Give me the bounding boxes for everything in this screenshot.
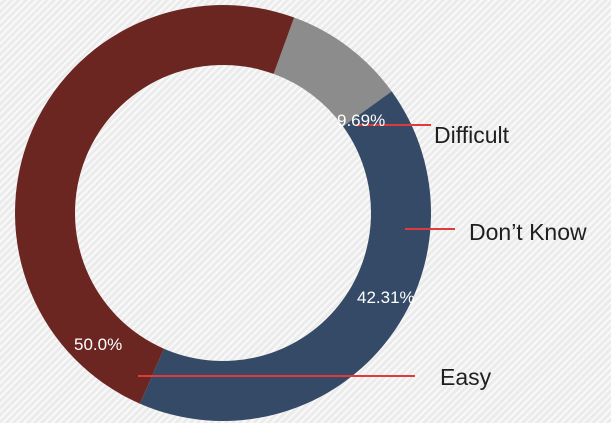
pct-label-difficult: 9.69% [337,111,385,130]
legend-label-difficult: Difficult [434,122,510,148]
pct-label-dont-know: 42.31% [357,288,415,307]
slices-group [14,4,432,422]
legend-label-easy: Easy [440,364,492,390]
slice-easy [14,4,295,404]
leader-lines-group [138,124,455,377]
slice-difficult [273,17,392,127]
pct-label-easy: 50.0% [74,335,122,354]
legend-label-dont-know: Don’t Know [469,219,587,245]
slice-don-t-know [139,91,432,422]
